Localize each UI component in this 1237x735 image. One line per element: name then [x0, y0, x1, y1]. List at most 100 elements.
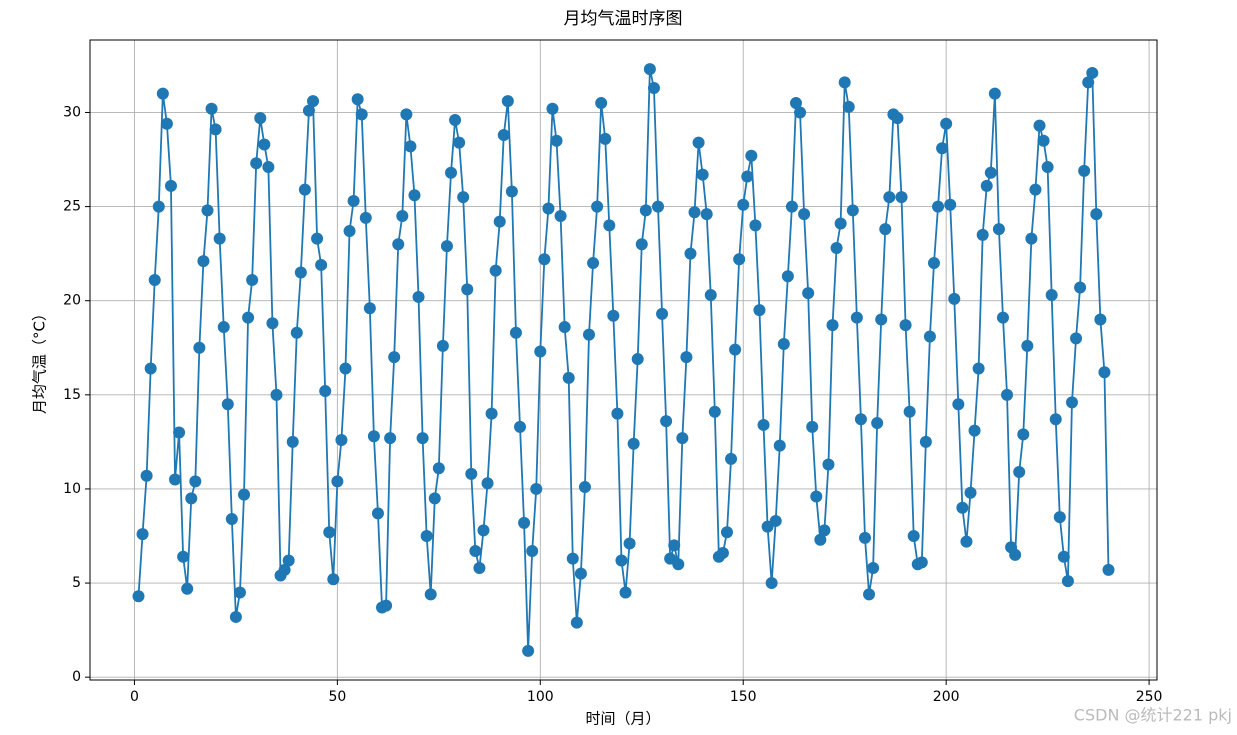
marker: [1057, 550, 1070, 563]
marker: [465, 467, 478, 480]
marker: [948, 292, 961, 305]
marker: [497, 129, 510, 142]
marker: [996, 311, 1009, 324]
y-tick-label: 15: [63, 387, 81, 403]
marker: [323, 526, 336, 539]
marker: [258, 138, 271, 151]
marker: [550, 134, 563, 147]
marker: [668, 539, 681, 552]
marker: [838, 76, 851, 89]
marker: [798, 208, 811, 221]
marker: [785, 200, 798, 213]
marker: [716, 546, 729, 559]
marker: [700, 208, 713, 221]
marker: [907, 530, 920, 542]
marker: [327, 573, 340, 586]
marker: [591, 200, 604, 213]
marker: [461, 283, 474, 296]
marker: [302, 104, 315, 117]
marker: [936, 142, 949, 155]
marker: [583, 328, 596, 341]
marker: [1021, 339, 1034, 352]
marker: [704, 289, 717, 302]
marker: [574, 567, 587, 580]
marker: [932, 200, 945, 213]
marker: [940, 117, 953, 130]
marker: [424, 588, 437, 601]
marker: [221, 398, 234, 411]
marker: [485, 407, 498, 420]
marker: [311, 232, 324, 245]
marker: [692, 136, 705, 149]
marker: [570, 616, 583, 629]
marker: [400, 108, 413, 121]
marker: [720, 526, 733, 539]
marker: [469, 545, 482, 558]
marker: [396, 210, 409, 222]
marker: [867, 562, 880, 574]
marker: [404, 140, 417, 153]
x-axis-label: 时间（月）: [585, 710, 660, 728]
marker: [542, 202, 555, 215]
y-tick-label: 10: [63, 481, 81, 497]
y-tick-label: 30: [63, 104, 81, 120]
marker: [254, 112, 267, 125]
marker: [737, 198, 750, 211]
marker: [1013, 466, 1026, 478]
marker: [676, 432, 689, 445]
marker: [315, 258, 328, 271]
chart-title: 月均气温时序图: [564, 9, 683, 29]
marker: [509, 326, 522, 339]
marker: [534, 345, 547, 358]
marker: [169, 473, 182, 486]
marker: [351, 93, 364, 106]
marker: [347, 194, 360, 207]
marker: [420, 530, 433, 542]
marker: [587, 257, 600, 270]
marker: [262, 161, 275, 174]
marker: [217, 321, 230, 334]
marker: [144, 362, 157, 375]
marker: [684, 247, 697, 260]
marker: [988, 87, 1001, 100]
x-tick-label: 200: [933, 689, 960, 705]
marker: [343, 225, 356, 238]
marker: [875, 313, 888, 326]
marker: [1053, 511, 1066, 524]
marker: [335, 434, 348, 446]
marker: [156, 87, 169, 100]
marker: [688, 206, 701, 219]
marker: [1086, 66, 1099, 79]
y-tick-label: 5: [72, 575, 81, 591]
marker: [615, 554, 628, 567]
marker: [181, 582, 194, 595]
marker: [992, 223, 1005, 236]
marker: [895, 191, 908, 204]
marker: [250, 157, 263, 170]
marker: [672, 558, 685, 571]
marker: [822, 458, 835, 471]
marker: [388, 351, 401, 364]
marker: [493, 215, 506, 228]
marker: [1082, 76, 1095, 89]
marker: [412, 290, 425, 303]
marker: [769, 514, 782, 527]
marker: [944, 198, 957, 211]
marker: [956, 501, 969, 514]
marker: [842, 100, 855, 113]
marker: [566, 552, 579, 565]
marker: [871, 417, 884, 430]
marker: [599, 132, 612, 145]
marker: [380, 599, 393, 612]
marker: [1041, 161, 1054, 174]
marker: [238, 488, 251, 501]
marker: [1045, 289, 1058, 302]
marker: [538, 253, 551, 266]
marker: [960, 535, 973, 548]
marker: [173, 426, 186, 439]
marker: [132, 590, 145, 603]
marker: [984, 166, 997, 179]
marker: [1065, 396, 1078, 409]
marker: [1070, 332, 1083, 345]
